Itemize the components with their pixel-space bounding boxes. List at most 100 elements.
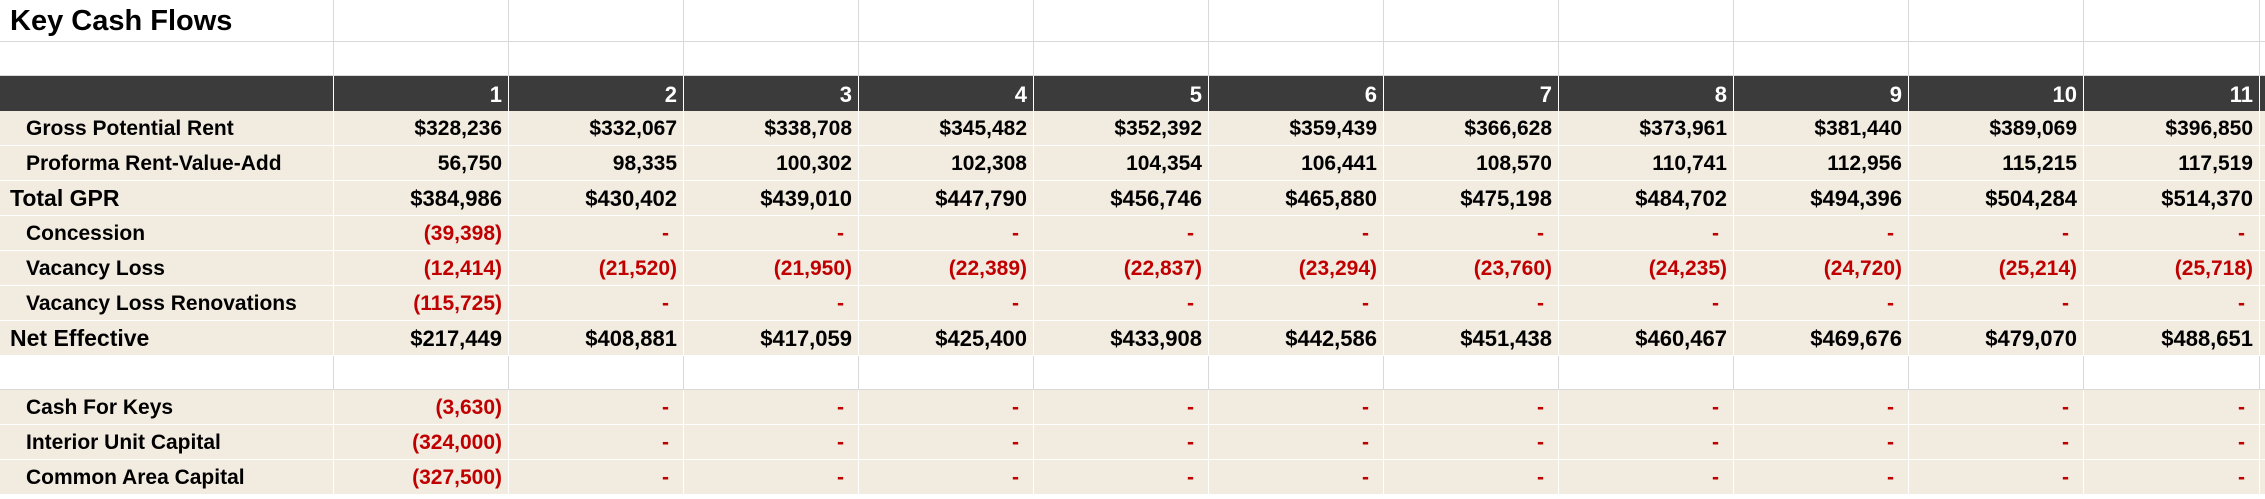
row-label[interactable]: Cash For Keys <box>0 390 334 424</box>
value-cell[interactable]: - <box>1909 390 2084 424</box>
empty-cell[interactable] <box>1034 0 1209 41</box>
value-cell[interactable]: - <box>1384 216 1559 250</box>
value-cell[interactable]: - <box>2084 390 2260 424</box>
value-cell[interactable]: - <box>1034 216 1209 250</box>
empty-cell[interactable] <box>0 42 334 75</box>
row-label[interactable]: Proforma Rent-Value-Add <box>0 146 334 180</box>
value-cell[interactable]: $359,439 <box>1209 111 1384 145</box>
value-cell[interactable]: 110,741 <box>1559 146 1734 180</box>
value-cell[interactable]: 117,519 <box>2084 146 2260 180</box>
value-cell[interactable]: (22,837) <box>1034 251 1209 285</box>
value-cell[interactable]: - <box>1909 460 2084 494</box>
value-cell[interactable]: - <box>1034 460 1209 494</box>
value-cell[interactable]: $389,069 <box>1909 111 2084 145</box>
value-cell[interactable]: $384,986 <box>334 181 509 215</box>
value-cell[interactable]: (22,389) <box>859 251 1034 285</box>
value-cell[interactable]: - <box>684 216 859 250</box>
header-label-cell[interactable] <box>0 76 334 111</box>
empty-cell[interactable] <box>509 0 684 41</box>
value-cell[interactable]: - <box>684 425 859 459</box>
value-cell[interactable]: - <box>1734 425 1909 459</box>
empty-cell[interactable] <box>509 356 684 389</box>
value-cell[interactable]: $514,370 <box>2084 181 2260 215</box>
value-cell[interactable]: - <box>1559 286 1734 320</box>
value-cell[interactable]: $345,482 <box>859 111 1034 145</box>
value-cell[interactable]: (21,520) <box>509 251 684 285</box>
empty-cell[interactable] <box>859 0 1034 41</box>
value-cell[interactable]: $381,440 <box>1734 111 1909 145</box>
value-cell[interactable]: - <box>2084 460 2260 494</box>
empty-cell[interactable] <box>2084 0 2260 41</box>
value-cell[interactable]: (25,214) <box>1909 251 2084 285</box>
value-cell[interactable]: - <box>1909 286 2084 320</box>
value-cell[interactable]: 102,308 <box>859 146 1034 180</box>
value-cell[interactable]: $456,746 <box>1034 181 1209 215</box>
empty-cell[interactable] <box>1909 0 2084 41</box>
value-cell[interactable]: - <box>1384 425 1559 459</box>
value-cell[interactable]: - <box>859 390 1034 424</box>
empty-cell[interactable] <box>1034 42 1209 75</box>
period-header[interactable]: 6 <box>1209 76 1384 111</box>
value-cell[interactable]: $465,880 <box>1209 181 1384 215</box>
empty-cell[interactable] <box>2084 42 2260 75</box>
empty-cell[interactable] <box>1384 0 1559 41</box>
value-cell[interactable]: - <box>1209 216 1384 250</box>
row-label[interactable]: Common Area Capital <box>0 460 334 494</box>
period-header[interactable]: 1 <box>334 76 509 111</box>
value-cell[interactable]: - <box>1559 425 1734 459</box>
value-cell[interactable]: $338,708 <box>684 111 859 145</box>
empty-cell[interactable] <box>1209 356 1384 389</box>
value-cell[interactable]: (24,235) <box>1559 251 1734 285</box>
empty-cell[interactable] <box>509 42 684 75</box>
value-cell[interactable]: - <box>684 390 859 424</box>
value-cell[interactable]: - <box>1734 460 1909 494</box>
empty-cell[interactable] <box>1559 42 1734 75</box>
empty-cell[interactable] <box>2084 356 2260 389</box>
empty-cell[interactable] <box>859 356 1034 389</box>
value-cell[interactable]: (3,630) <box>334 390 509 424</box>
value-cell[interactable]: $439,010 <box>684 181 859 215</box>
value-cell[interactable]: 56,750 <box>334 146 509 180</box>
value-cell[interactable]: $504,284 <box>1909 181 2084 215</box>
empty-cell[interactable] <box>684 42 859 75</box>
value-cell[interactable]: $332,067 <box>509 111 684 145</box>
value-cell[interactable]: (23,294) <box>1209 251 1384 285</box>
value-cell[interactable]: $352,392 <box>1034 111 1209 145</box>
empty-cell[interactable] <box>1384 42 1559 75</box>
value-cell[interactable]: - <box>509 425 684 459</box>
value-cell[interactable]: (12,414) <box>334 251 509 285</box>
value-cell[interactable]: - <box>1909 216 2084 250</box>
period-header[interactable]: 11 <box>2084 76 2260 111</box>
value-cell[interactable]: 104,354 <box>1034 146 1209 180</box>
value-cell[interactable]: - <box>859 216 1034 250</box>
value-cell[interactable]: $417,059 <box>684 321 859 355</box>
empty-cell[interactable] <box>684 356 859 389</box>
row-label[interactable]: Net Effective <box>0 321 334 355</box>
row-label[interactable]: Vacancy Loss <box>0 251 334 285</box>
period-header[interactable]: 5 <box>1034 76 1209 111</box>
value-cell[interactable]: - <box>1559 216 1734 250</box>
value-cell[interactable]: - <box>1734 286 1909 320</box>
value-cell[interactable]: 112,956 <box>1734 146 1909 180</box>
value-cell[interactable]: - <box>859 460 1034 494</box>
empty-cell[interactable] <box>859 42 1034 75</box>
value-cell[interactable]: - <box>684 286 859 320</box>
value-cell[interactable]: (39,398) <box>334 216 509 250</box>
period-header[interactable]: 3 <box>684 76 859 111</box>
empty-cell[interactable] <box>1209 0 1384 41</box>
empty-cell[interactable] <box>0 356 334 389</box>
value-cell[interactable]: $425,400 <box>859 321 1034 355</box>
period-header[interactable]: 9 <box>1734 76 1909 111</box>
title-cell[interactable]: Key Cash Flows <box>0 0 334 41</box>
value-cell[interactable]: 100,302 <box>684 146 859 180</box>
value-cell[interactable]: - <box>1559 390 1734 424</box>
value-cell[interactable]: - <box>509 216 684 250</box>
empty-cell[interactable] <box>1209 42 1384 75</box>
row-label[interactable]: Vacancy Loss Renovations <box>0 286 334 320</box>
value-cell[interactable]: - <box>1034 425 1209 459</box>
value-cell[interactable]: - <box>1909 425 2084 459</box>
value-cell[interactable]: $328,236 <box>334 111 509 145</box>
value-cell[interactable]: (324,000) <box>334 425 509 459</box>
value-cell[interactable]: $442,586 <box>1209 321 1384 355</box>
value-cell[interactable]: $430,402 <box>509 181 684 215</box>
